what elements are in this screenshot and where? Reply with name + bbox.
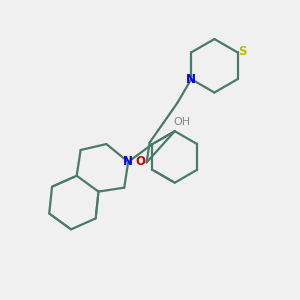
- Text: N: N: [123, 155, 133, 168]
- Text: S: S: [238, 45, 247, 58]
- Text: N: N: [186, 73, 196, 86]
- Text: O: O: [136, 155, 146, 168]
- Text: OH: OH: [174, 117, 191, 127]
